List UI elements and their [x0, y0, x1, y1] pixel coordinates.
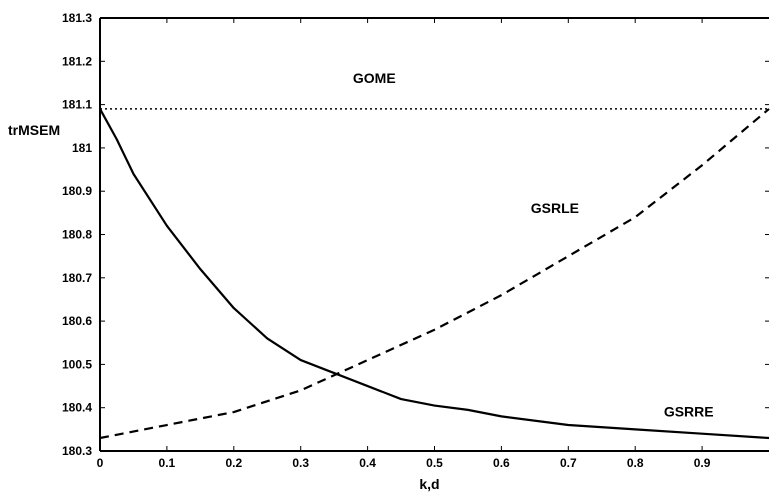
y-tick-label: 180.4 — [62, 401, 92, 415]
x-tick-label: 0.4 — [359, 456, 376, 470]
x-tick-label: 0 — [97, 456, 104, 470]
x-tick-label: 0.7 — [560, 456, 577, 470]
y-tick-label: 180.8 — [62, 228, 92, 242]
series-line-gsrre — [99, 108, 770, 440]
x-axis-title: k,d — [419, 476, 439, 492]
y-tick-label: 180.3 — [62, 444, 92, 458]
series-line-gsrle — [99, 108, 770, 440]
annotation-gome: GOME — [353, 70, 396, 86]
y-tick-label: 181.2 — [62, 54, 92, 68]
y-tick-label: 180.7 — [62, 271, 92, 285]
x-tick-label: 0.3 — [292, 456, 309, 470]
y-axis-title: trMSEM — [8, 122, 60, 138]
annotation-gsrre: GSRRE — [664, 403, 714, 419]
x-tick-label: 0.2 — [225, 456, 242, 470]
annotations-layer: GOME GSRLE GSRRE — [353, 70, 714, 419]
x-tick-label: 0.1 — [159, 456, 176, 470]
y-tick-label: 100.5 — [62, 357, 92, 371]
plot-marks — [99, 108, 770, 440]
x-tick-label: 0.6 — [493, 456, 510, 470]
y-tick-label: 181 — [72, 141, 92, 155]
x-tick-label: 0.9 — [694, 456, 711, 470]
x-tick-label: 0.5 — [426, 456, 443, 470]
x-tick-label: 0.8 — [627, 456, 644, 470]
y-tick-label: 180.6 — [62, 314, 92, 328]
y-tick-label: 181.3 — [62, 11, 92, 25]
annotation-gsrle: GSRLE — [531, 200, 579, 216]
axes-layer: 0 0.1 0.2 0.3 0.4 0.5 0.6 0.7 0.8 0.9 180.3 180.4 10… — [62, 11, 769, 470]
y-tick-label: 180.9 — [62, 184, 92, 198]
y-tick-label: 181.1 — [62, 98, 92, 112]
